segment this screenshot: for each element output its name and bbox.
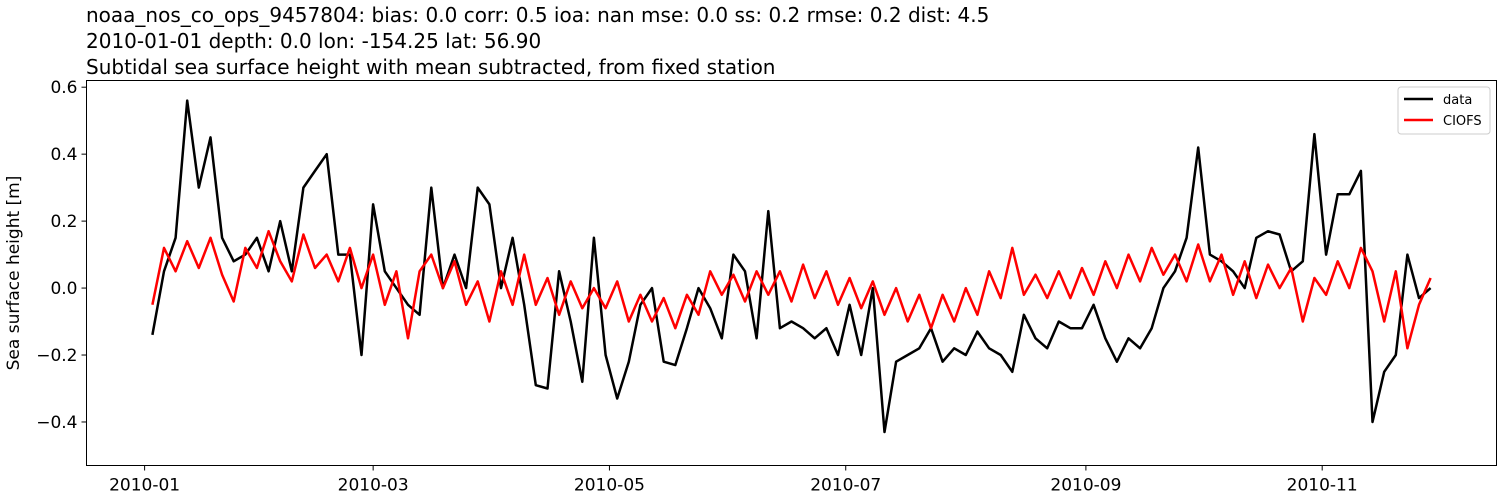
chart-title-line-2: 2010-01-01 depth: 0.0 lon: -154.25 lat: … <box>86 29 541 53</box>
y-tick-label: −0.4 <box>36 413 77 433</box>
y-tick-label: 0.0 <box>50 279 77 299</box>
y-tick-label: 0.2 <box>50 212 77 232</box>
x-tick-label: 2010-03 <box>338 476 409 496</box>
series-line-ciofs <box>151 229 1432 350</box>
x-tick-label: 2010-05 <box>574 476 645 496</box>
y-axis-label: Sea surface height [m] <box>4 176 24 371</box>
legend: data CIOFS <box>1397 86 1491 135</box>
axis-ticks: 2010-01 2010-03 2010-05 2010-07 2010-09 2010-… <box>36 78 1357 495</box>
x-tick-label: 2010-11 <box>1287 476 1358 496</box>
chart-title-line-3: Subtidal sea surface height with mean su… <box>86 55 775 79</box>
chart-title-line-1: noaa_nos_co_ops_9457804: bias: 0.0 corr:… <box>86 3 989 27</box>
legend-label-data: data <box>1443 93 1472 108</box>
x-tick-label: 2010-01 <box>109 476 180 496</box>
axes-frame <box>86 80 1497 466</box>
y-tick-label: −0.2 <box>36 346 77 366</box>
x-tick-label: 2010-07 <box>810 476 881 496</box>
x-tick-label: 2010-09 <box>1050 476 1121 496</box>
y-tick-label: 0.4 <box>50 145 77 165</box>
plot-area <box>151 99 1432 434</box>
series-line-data <box>151 99 1432 434</box>
y-tick-label: 0.6 <box>50 78 77 98</box>
legend-label-ciofs: CIOFS <box>1443 114 1482 129</box>
